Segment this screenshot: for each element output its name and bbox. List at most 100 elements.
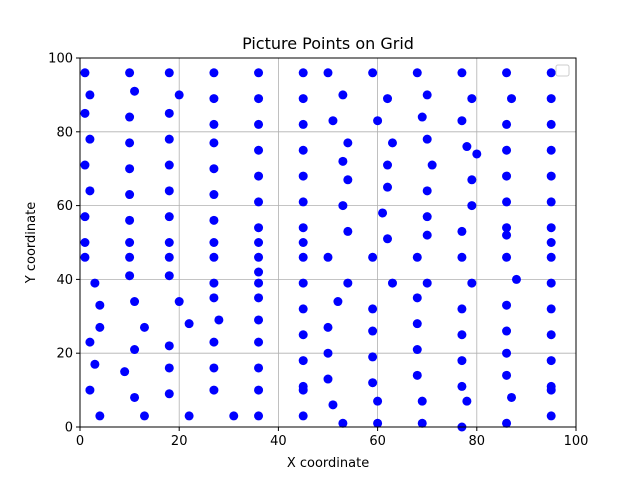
plot-frame xyxy=(79,57,577,428)
data-point xyxy=(298,94,308,104)
data-point xyxy=(130,345,140,355)
data-point xyxy=(338,156,348,166)
data-point xyxy=(368,352,378,362)
data-point xyxy=(298,385,308,395)
data-point xyxy=(546,145,556,155)
data-point xyxy=(254,293,264,303)
data-point xyxy=(298,330,308,340)
data-point xyxy=(125,238,135,247)
data-point xyxy=(298,238,308,247)
data-point xyxy=(209,278,219,288)
data-point xyxy=(125,112,135,122)
data-point xyxy=(95,411,105,421)
data-point xyxy=(373,418,383,428)
data-point xyxy=(164,134,174,144)
data-point xyxy=(422,278,432,288)
data-point xyxy=(502,326,512,336)
data-point xyxy=(139,411,149,421)
data-point xyxy=(214,315,224,325)
data-point xyxy=(85,337,95,347)
data-point xyxy=(546,252,556,262)
data-point xyxy=(387,138,397,148)
data-point xyxy=(80,108,90,118)
data-point xyxy=(502,145,512,155)
data-point xyxy=(412,252,422,262)
data-point xyxy=(373,396,383,406)
data-point xyxy=(184,411,194,421)
data-point xyxy=(164,389,174,399)
data-point xyxy=(209,385,219,395)
data-point xyxy=(298,145,308,155)
data-point xyxy=(254,68,264,78)
data-point xyxy=(328,400,338,410)
data-point xyxy=(502,171,512,181)
data-point xyxy=(254,385,264,395)
data-point xyxy=(502,418,512,428)
data-point xyxy=(95,322,105,332)
data-point xyxy=(209,252,219,262)
y-tick-label: 60 xyxy=(56,199,73,214)
data-point xyxy=(378,208,388,218)
data-point xyxy=(164,271,174,281)
data-point xyxy=(412,293,422,303)
data-point xyxy=(457,356,467,366)
data-point xyxy=(422,212,432,222)
data-point xyxy=(546,330,556,340)
data-point xyxy=(383,182,393,192)
data-point xyxy=(343,278,353,288)
data-point xyxy=(254,363,264,373)
data-point xyxy=(254,145,264,155)
data-point xyxy=(546,238,556,247)
data-point xyxy=(343,175,353,185)
data-point xyxy=(254,278,264,288)
data-point xyxy=(164,238,174,247)
data-point xyxy=(85,186,95,196)
data-point xyxy=(502,68,512,78)
data-point xyxy=(298,356,308,366)
data-point xyxy=(383,234,393,244)
data-point xyxy=(323,252,333,262)
legend-box xyxy=(555,64,570,77)
data-point xyxy=(412,319,422,329)
data-point xyxy=(130,86,140,96)
data-point xyxy=(368,326,378,336)
data-point xyxy=(383,94,393,104)
y-tick-label: 100 xyxy=(48,52,73,67)
data-point xyxy=(546,411,556,421)
data-point xyxy=(85,385,95,395)
x-tick-label: 80 xyxy=(469,434,486,449)
x-tick-label: 0 xyxy=(76,434,84,449)
data-point xyxy=(427,160,437,170)
data-point xyxy=(298,197,308,207)
data-point xyxy=(125,252,135,262)
data-point xyxy=(125,215,135,225)
data-point xyxy=(209,337,219,347)
data-point xyxy=(298,411,308,421)
data-point xyxy=(502,300,512,310)
data-point xyxy=(298,223,308,233)
data-point xyxy=(209,94,219,104)
data-point xyxy=(130,297,140,307)
data-point xyxy=(422,230,432,240)
data-point xyxy=(164,160,174,170)
data-point xyxy=(546,356,556,366)
data-point xyxy=(323,374,333,384)
data-point xyxy=(383,160,393,170)
data-point xyxy=(502,348,512,358)
data-point xyxy=(254,94,264,104)
y-tick-label: 40 xyxy=(56,273,73,288)
data-point xyxy=(502,197,512,207)
data-point xyxy=(412,345,422,355)
data-point xyxy=(422,134,432,144)
data-point xyxy=(209,215,219,225)
data-point xyxy=(417,418,427,428)
data-point xyxy=(139,322,149,332)
data-point xyxy=(164,341,174,351)
data-point xyxy=(417,112,427,122)
data-point xyxy=(467,94,477,104)
y-tick-label: 20 xyxy=(56,347,73,362)
data-point xyxy=(254,337,264,347)
data-point xyxy=(184,319,194,329)
data-point xyxy=(472,149,482,159)
data-point xyxy=(333,297,343,307)
